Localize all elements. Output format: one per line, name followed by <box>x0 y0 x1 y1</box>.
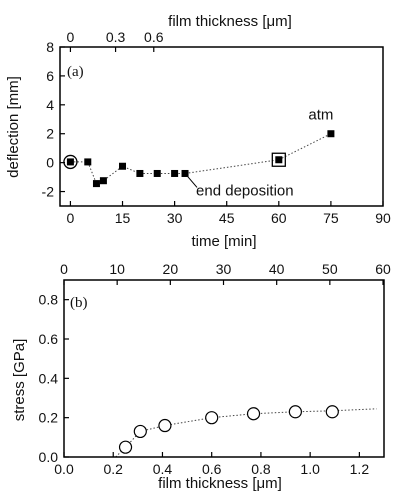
panel-a-x-tick-label: 30 <box>167 210 183 226</box>
panel-a-x-tick-label: 0 <box>67 210 75 226</box>
panel-b-y-tick-label: 0.6 <box>39 331 59 347</box>
panel-b-top-tick-label: 10 <box>109 261 125 277</box>
panel-a-highlight-square <box>271 152 286 167</box>
panel-b-frame <box>63 279 385 458</box>
panel-a-data-point <box>99 177 107 185</box>
panel-a-frame <box>59 46 384 207</box>
panel-a-y-axis-title: deflection [mm] <box>5 76 22 178</box>
panel-b-top-tick-label: 50 <box>322 261 338 277</box>
panel-a-data-point <box>119 162 127 170</box>
panel-a-top-tick-label: 0 <box>67 29 75 45</box>
panel-a-end-deposition-label: end deposition <box>196 182 294 199</box>
panel-a-data-point <box>275 156 283 164</box>
panel-b-x-tick-label: 0.4 <box>153 461 173 477</box>
panel-a: film thickness [μm] deflection [mm] time… <box>5 13 391 250</box>
panel-a-highlight-circle <box>63 154 78 170</box>
panel-a-data-point <box>92 180 100 188</box>
panel-b-x-tick-label: 1.2 <box>350 461 370 477</box>
panel-b-y-tick-label: 0.0 <box>39 449 59 465</box>
panel-a-connecting-line <box>70 133 332 185</box>
panel-b-x-axis-title: film thickness [μm] <box>158 475 282 492</box>
panel-b-y-axis-title: stress [GPa] <box>11 339 28 422</box>
panel-a-y-tick-label: 6 <box>46 68 54 84</box>
panel-a-y-tick-label: 4 <box>46 97 54 113</box>
panel-a-label: (a) <box>67 64 84 80</box>
panel-b-data-point <box>158 418 172 433</box>
panel-b-data-point <box>246 407 261 421</box>
panel-b-data-point <box>205 411 219 425</box>
panel-b-label: (b) <box>70 295 88 311</box>
panel-b-data-point <box>118 440 133 454</box>
panel-b-x-tick-label: 0.2 <box>103 461 123 477</box>
panel-b-top-tick-label: 0 <box>60 261 68 277</box>
panel-b-x-tick-label: 1.0 <box>300 461 320 477</box>
panel-a-x-tick-label: 45 <box>219 210 235 226</box>
panel-a-data-point <box>84 158 92 166</box>
panel-b: stress [GPa] film thickness [μm] 0.0 0.2 0… <box>11 261 391 492</box>
panel-a-x-tick-label: 60 <box>271 210 287 226</box>
panel-a-data-point <box>153 169 161 177</box>
panel-b-plot-area: 0.0 0.2 0.4 0.6 0.8 1.0 1.20.00.20.40.60.80 10 2… <box>39 261 391 477</box>
panel-a-top-axis-title: film thickness [μm] <box>168 13 292 30</box>
panel-a-top-tick-label: 0.3 <box>106 29 126 45</box>
panel-b-y-tick-label: 0.4 <box>39 370 59 386</box>
panel-a-data-point <box>66 158 74 166</box>
panel-b-data-point <box>133 424 147 439</box>
panel-b-y-tick-label: 0.8 <box>39 292 59 308</box>
panel-b-x-tick-label: 0.6 <box>202 461 222 477</box>
panel-a-x-axis-title: time [min] <box>191 233 256 250</box>
panel-b-top-tick-label: 20 <box>163 261 179 277</box>
panel-b-top-tick-label: 30 <box>216 261 232 277</box>
panel-a-data-point <box>327 130 335 138</box>
panel-a-x-tick-label: 75 <box>323 210 339 226</box>
panel-b-top-tick-label: 40 <box>269 261 285 277</box>
panel-a-y-tick-label: 2 <box>46 126 54 142</box>
panel-a-end-deposition-pointer <box>184 173 198 188</box>
panel-a-x-tick-label: 15 <box>115 210 131 226</box>
panel-b-x-tick-label: 0.0 <box>54 461 74 477</box>
panel-b-data-point <box>288 405 302 419</box>
panel-a-x-tick-label: 90 <box>375 210 391 226</box>
panel-a-top-tick-label: 0.6 <box>144 29 164 45</box>
panel-a-y-tick-label: 8 <box>46 39 54 55</box>
panel-b-y-tick-label: 0.2 <box>39 410 59 426</box>
panel-b-top-tick-label: 60 <box>375 261 391 277</box>
panel-a-data-point <box>171 169 179 177</box>
panel-a-y-tick-label: -2 <box>42 184 55 200</box>
panel-b-x-tick-label: 0.8 <box>251 461 271 477</box>
panel-b-trend-line <box>115 408 377 458</box>
panel-a-y-tick-label: 0 <box>46 155 54 171</box>
panel-a-data-point <box>136 169 144 177</box>
panel-a-atm-label: atm <box>308 107 333 124</box>
panel-b-data-point <box>325 405 339 419</box>
